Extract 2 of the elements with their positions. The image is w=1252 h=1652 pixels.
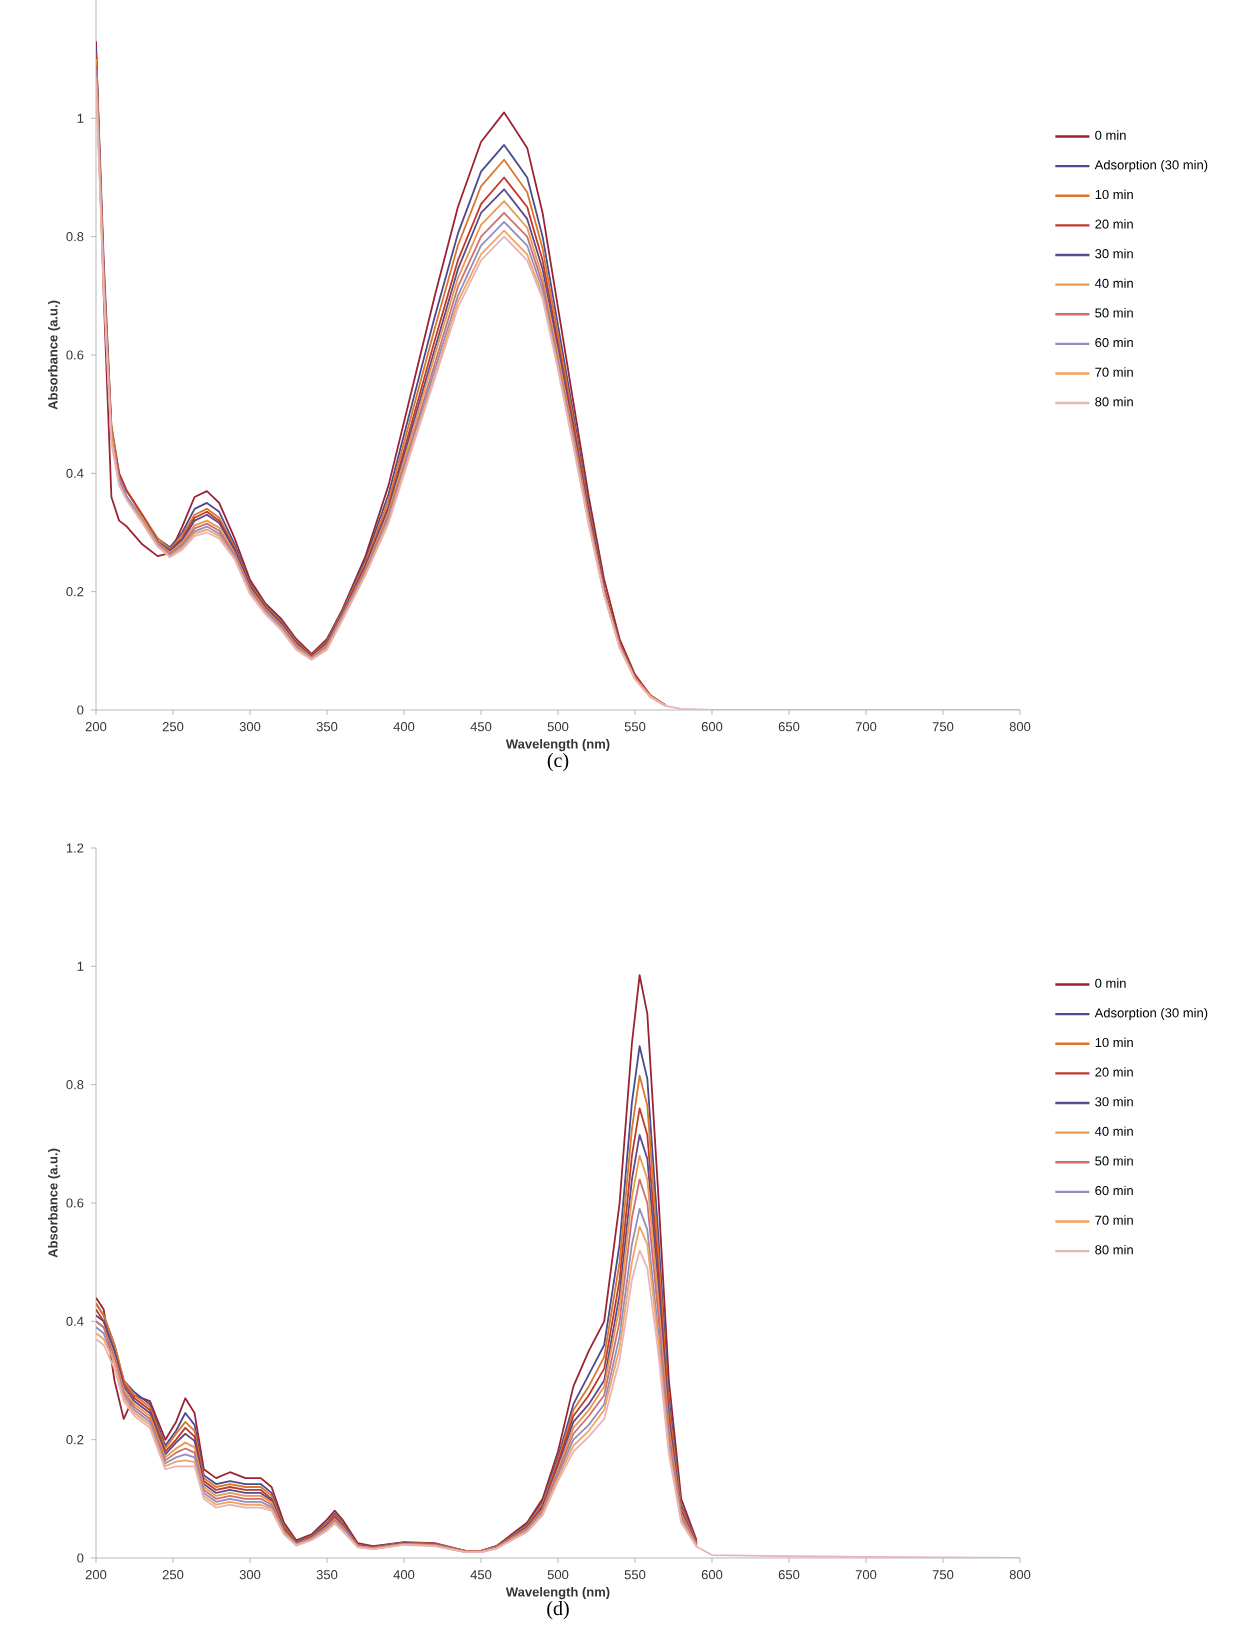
text: (c) [547, 753, 569, 772]
text: (d) [547, 1601, 569, 1620]
